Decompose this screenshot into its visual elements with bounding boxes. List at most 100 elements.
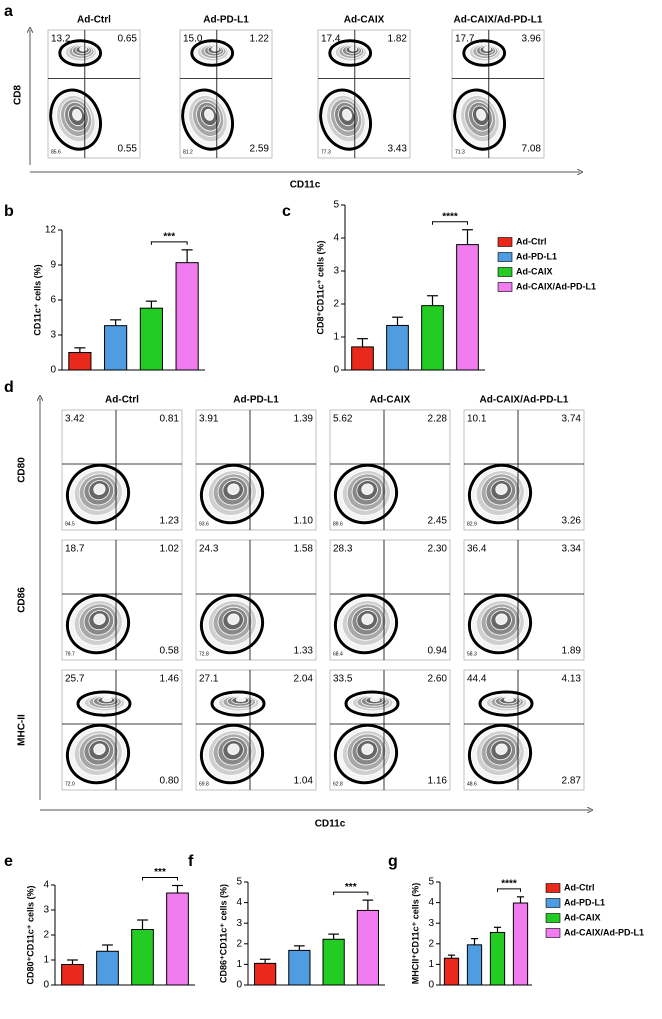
- contour-outline: [65, 723, 131, 785]
- group-title: Ad-CAIX: [370, 395, 411, 406]
- y-axis-label: CD8⁺CD11c⁺ cells (%): [315, 240, 325, 334]
- error-bar: [357, 338, 368, 347]
- quadrant-value: 13.2: [51, 34, 71, 45]
- row-label: CD80: [17, 457, 28, 483]
- error-bar: [294, 945, 305, 951]
- error-bar: [145, 300, 157, 309]
- legend-label: Ad-Ctrl: [516, 236, 547, 246]
- axis-label: CD8: [13, 85, 24, 105]
- legend-swatch: [497, 237, 513, 247]
- panel-letter: c: [282, 203, 291, 220]
- quadrant-value: 58.3: [467, 651, 477, 657]
- bar: [489, 931, 506, 986]
- quadrant-value: 1.39: [294, 414, 314, 425]
- contour-outline: [65, 593, 131, 655]
- quadrant-value: 1.46: [160, 674, 180, 685]
- contour: [361, 613, 374, 625]
- error-bar: [392, 316, 403, 326]
- y-tick-label: 4: [43, 880, 49, 891]
- quadrant-value: 79.7: [65, 651, 75, 657]
- bar: [96, 950, 119, 986]
- legend-label: Ad-PD-L1: [516, 251, 557, 261]
- quadrant-value: 7.08: [522, 144, 542, 155]
- y-tick-label: 5: [236, 877, 242, 888]
- quadrant-value: 71.3: [455, 149, 465, 155]
- quadrant-value: 1.58: [294, 544, 314, 555]
- quadrant-value: 89.6: [333, 521, 343, 527]
- error-bar: [516, 896, 525, 904]
- contour-outline: [199, 463, 265, 525]
- y-tick-label: 3: [43, 905, 49, 916]
- quadrant-value: 85.6: [51, 149, 61, 155]
- y-tick-label: 1: [43, 955, 49, 966]
- contour: [503, 697, 515, 702]
- error-bar: [362, 899, 374, 911]
- bar: [131, 929, 154, 986]
- error-bar: [181, 249, 193, 263]
- error-bar: [447, 954, 456, 959]
- y-axis-label: MHCII⁺CD11c⁺ cells (%): [410, 883, 420, 985]
- quadrant-value: 72.0: [65, 781, 75, 787]
- y-tick-label: 3: [333, 266, 339, 277]
- bar: [322, 938, 345, 986]
- quadrant-value: 1.10: [294, 516, 314, 527]
- bar: [104, 325, 128, 371]
- contour-outline: [319, 88, 372, 151]
- bar: [386, 324, 409, 371]
- contour-outline: [49, 88, 102, 151]
- group-title: Ad-CAIX/Ad-PD-L1: [454, 15, 543, 26]
- y-tick-label: 0: [236, 980, 242, 991]
- quadrant-value: 1.23: [160, 516, 180, 527]
- quadrant-value: 93.6: [199, 521, 209, 527]
- error-bar: [110, 319, 122, 326]
- contour-outline: [467, 723, 533, 785]
- quadrant-value: 3.34: [562, 544, 582, 555]
- bar: [466, 944, 483, 986]
- error-bar: [137, 919, 148, 930]
- y-tick-label: 2: [236, 938, 242, 949]
- quadrant-value: 3.91: [199, 414, 219, 425]
- panel-letter: a: [4, 3, 13, 20]
- quadrant-value: 0.58: [160, 646, 180, 657]
- contour-outline: [76, 690, 132, 717]
- quadrant-value: 33.5: [333, 674, 353, 685]
- contour: [227, 483, 240, 495]
- quadrant-value: 48.6: [467, 781, 477, 787]
- quadrant-value: 1.33: [294, 646, 314, 657]
- quadrant-value: 10.1: [467, 414, 487, 425]
- quadrant-value: 18.7: [65, 544, 85, 555]
- y-tick-label: 3: [428, 918, 434, 929]
- quadrant-value: 2.87: [562, 776, 582, 787]
- quadrant-value: 1.89: [562, 646, 582, 657]
- y-tick-label: 4: [428, 897, 434, 908]
- contour-outline: [199, 723, 265, 785]
- y-tick-label: 2: [333, 299, 339, 310]
- quadrant-value: 2.04: [294, 674, 314, 685]
- group-title: Ad-PD-L1: [203, 15, 249, 26]
- bar: [254, 962, 277, 986]
- contour: [235, 697, 247, 702]
- error-bar: [259, 958, 271, 964]
- error-bar: [427, 295, 438, 306]
- quadrant-value: 2.45: [428, 516, 448, 527]
- contour: [495, 743, 508, 755]
- contour-outline: [181, 88, 234, 151]
- legend-swatch: [497, 267, 513, 277]
- bar: [351, 346, 374, 371]
- contour: [361, 743, 374, 755]
- quadrant-value: 2.30: [428, 544, 448, 555]
- legend-swatch: [545, 883, 561, 893]
- contour: [476, 108, 487, 121]
- group-title: Ad-CAIX: [344, 15, 385, 26]
- y-axis-label: CD86⁺CD11c⁺ cells (%): [218, 884, 228, 983]
- contour: [495, 613, 508, 625]
- bar: [288, 949, 311, 986]
- legend-swatch: [545, 928, 561, 938]
- quadrant-value: 77.3: [321, 149, 331, 155]
- contour: [79, 46, 88, 52]
- significance: ***: [345, 882, 357, 893]
- contour-outline: [210, 690, 266, 717]
- contour: [495, 483, 508, 495]
- bar: [356, 909, 379, 986]
- row-label: MHC-II: [17, 714, 28, 746]
